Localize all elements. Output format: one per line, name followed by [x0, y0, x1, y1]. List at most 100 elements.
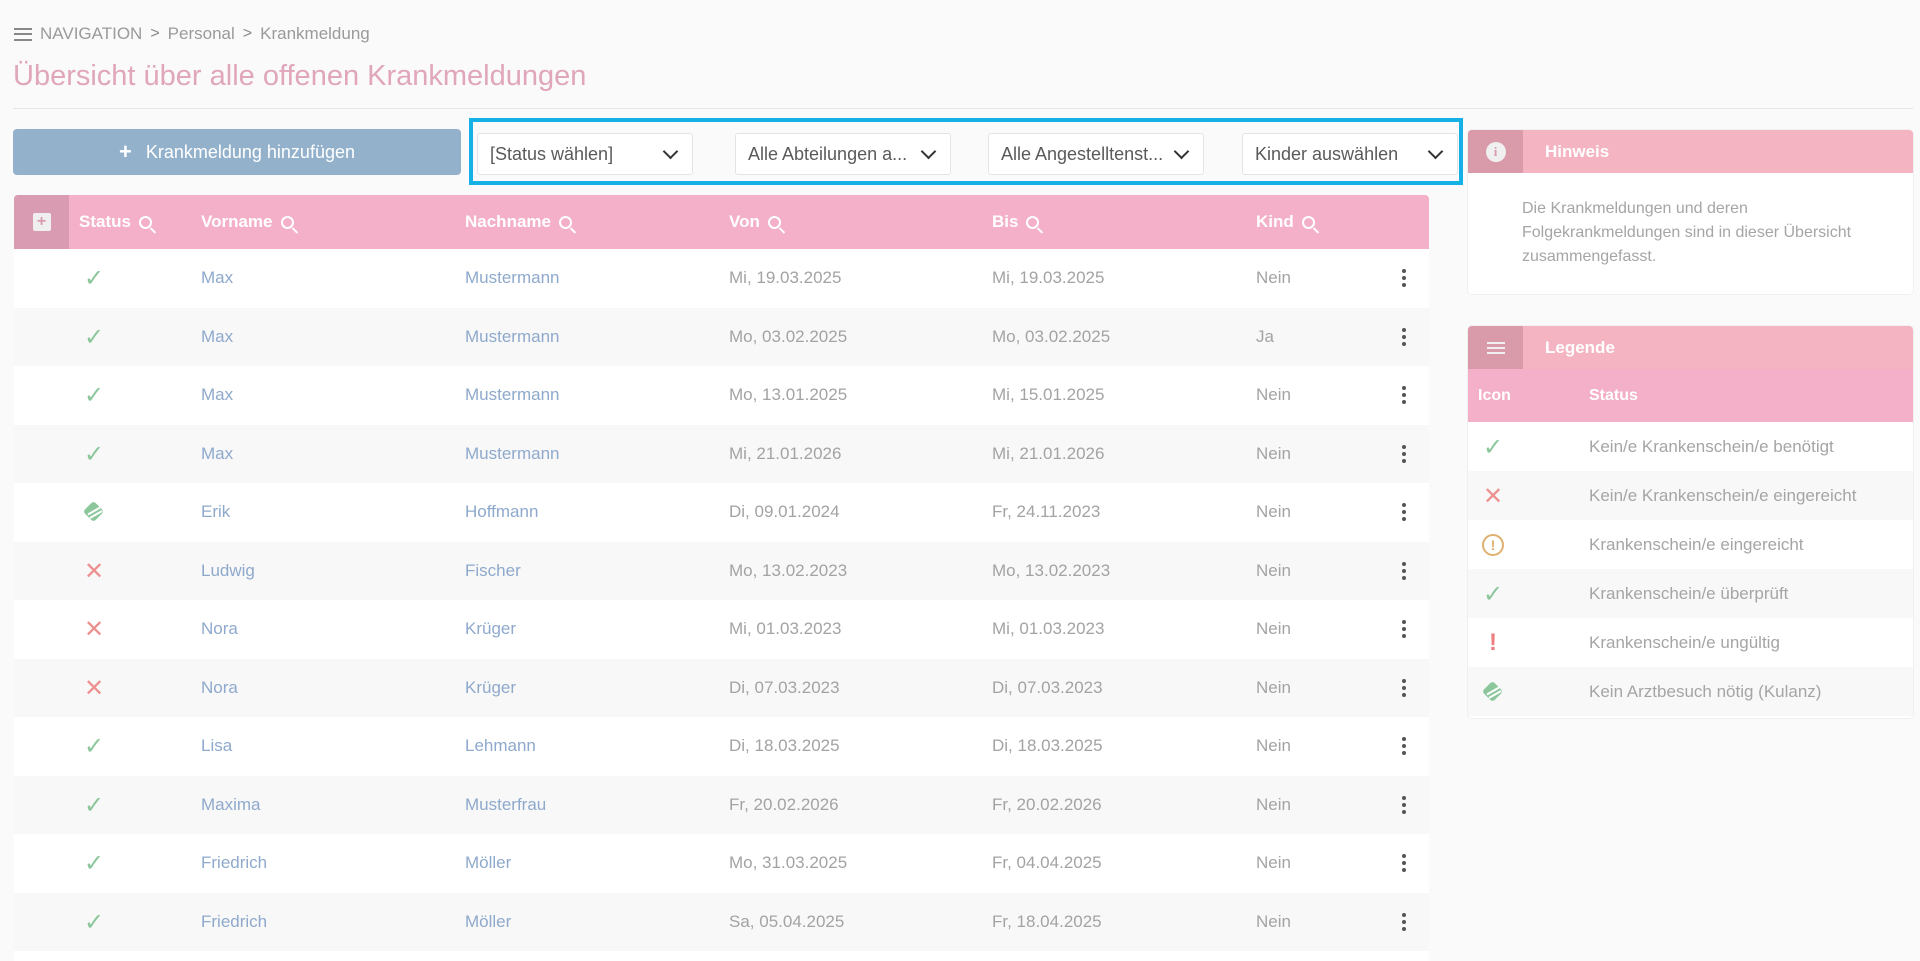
- search-icon[interactable]: [1026, 215, 1040, 229]
- row-vorname[interactable]: Lisa: [201, 736, 233, 755]
- table-row[interactable]: ✓ Friedrich Möller Sa, 05.04.2025 Fr, 18.04.…: [14, 892, 1429, 951]
- row-status: ✓: [79, 776, 109, 834]
- search-icon[interactable]: [1301, 215, 1315, 229]
- row-kind: Nein: [1256, 736, 1291, 755]
- table-row[interactable]: ✓ Max Mustermann Mi, 19.03.2025 Mi, 19.03.20…: [14, 249, 1429, 307]
- row-vorname[interactable]: Maxima: [201, 794, 261, 814]
- row-kind: Nein: [1256, 443, 1291, 463]
- table-row[interactable]: ✓ Lisa Lehmann Di, 18.03.2025 Di, 18.03.2025…: [14, 717, 1429, 775]
- row-nachname[interactable]: Fischer: [465, 560, 521, 580]
- search-icon[interactable]: [138, 215, 152, 229]
- close-icon: ✕: [83, 673, 105, 702]
- row-vorname[interactable]: Max: [201, 443, 234, 463]
- add-sick-note-button[interactable]: + Krankmeldung hinzufügen: [13, 129, 461, 175]
- row-vorname[interactable]: Friedrich: [201, 911, 268, 931]
- row-menu-button[interactable]: [1394, 249, 1414, 307]
- row-vorname[interactable]: Friedrich: [201, 853, 268, 872]
- row-vorname[interactable]: Erik: [201, 502, 231, 521]
- column-header-nachname[interactable]: Nachname: [465, 195, 572, 249]
- department-filter-value: Alle Abteilungen a...: [748, 143, 908, 164]
- row-nachname[interactable]: Mustermann: [465, 443, 560, 463]
- legend-row-label: Krankenschein/e eingereicht: [1589, 534, 1804, 554]
- table-row[interactable]: ✓ Max Mustermann Mo, 03.02.2025 Mo, 03.02.20…: [14, 307, 1429, 366]
- table-row[interactable]: ✓ Friedrich Möller Mo, 31.03.2025 Fr, 04.04.…: [14, 834, 1429, 892]
- row-von: Di, 18.03.2025: [729, 736, 840, 755]
- column-header-bis[interactable]: Bis: [992, 195, 1040, 249]
- status-filter-select[interactable]: [Status wählen]: [477, 133, 693, 175]
- legend-panel-title: Legende: [1545, 337, 1615, 357]
- row-menu-button[interactable]: [1394, 776, 1414, 834]
- row-menu-button[interactable]: [1394, 717, 1414, 775]
- row-menu-button[interactable]: [1394, 659, 1414, 717]
- children-filter-value: Kinder auswählen: [1255, 143, 1399, 164]
- search-icon[interactable]: [767, 215, 781, 229]
- children-filter-select[interactable]: Kinder auswählen: [1242, 133, 1458, 175]
- row-von: Mi, 19.03.2025: [729, 268, 842, 287]
- row-von: Sa, 05.04.2025: [729, 911, 845, 931]
- row-menu-button[interactable]: [1394, 600, 1414, 658]
- row-vorname[interactable]: Nora: [201, 677, 238, 697]
- row-menu-button[interactable]: [1394, 308, 1414, 366]
- row-nachname[interactable]: Krüger: [465, 677, 517, 697]
- hint-panel-header: i Hinweis: [1468, 130, 1913, 173]
- column-header-kind-label: Kind: [1256, 212, 1294, 231]
- table-row[interactable]: ✕ Nora Krüger Di, 07.03.2023 Di, 07.03.2023 N…: [14, 658, 1429, 717]
- legend-col-status: Status: [1589, 386, 1638, 404]
- close-icon: ✕: [83, 615, 105, 643]
- row-menu-button[interactable]: [1394, 834, 1414, 892]
- row-vorname[interactable]: Max: [201, 326, 234, 346]
- table-row[interactable]: ✓ Maxima Musterfrau Fr, 20.02.2026 Fr, 20.02…: [14, 775, 1429, 834]
- column-header-kind[interactable]: Kind: [1256, 195, 1315, 249]
- row-vorname[interactable]: Nora: [201, 619, 238, 638]
- row-menu-button[interactable]: [1394, 366, 1414, 424]
- row-menu-button[interactable]: [1394, 893, 1414, 951]
- row-vorname[interactable]: Ludwig: [201, 560, 255, 580]
- column-header-status-label: Status: [79, 212, 131, 231]
- column-header-von[interactable]: Von: [729, 195, 781, 249]
- breadcrumb: NAVIGATION > Personal > Krankmeldung: [14, 24, 370, 44]
- legend-row-label: Kein Arztbesuch nötig (Kulanz): [1589, 681, 1822, 701]
- row-nachname[interactable]: Lehmann: [465, 736, 536, 755]
- search-icon[interactable]: [280, 215, 294, 229]
- legend-col-icon: Icon: [1478, 386, 1511, 404]
- breadcrumb-personal[interactable]: Personal: [167, 24, 235, 43]
- table-row[interactable]: ✓ Max Mustermann Mi, 21.01.2026 Mi, 21.01.20…: [14, 424, 1429, 483]
- breadcrumb-krankmeldung[interactable]: Krankmeldung: [260, 24, 370, 43]
- table-row[interactable]: ✕ Nora Krüger Mi, 01.03.2023 Mi, 01.03.2023 N…: [14, 600, 1429, 658]
- employee-status-filter-select[interactable]: Alle Angestelltenst...: [988, 133, 1204, 175]
- row-nachname[interactable]: Mustermann: [465, 268, 560, 287]
- row-vorname[interactable]: Max: [201, 385, 234, 404]
- row-menu-button[interactable]: [1394, 542, 1414, 600]
- more-vertical-icon: [1402, 737, 1406, 755]
- table-header: + Status Vorname Nachname Von Bis Kind: [14, 195, 1429, 249]
- warning-circle-icon: !: [1482, 533, 1504, 556]
- search-icon[interactable]: [558, 215, 572, 229]
- expand-all-button[interactable]: +: [14, 195, 69, 249]
- more-vertical-icon: [1402, 854, 1406, 872]
- breadcrumb-separator-icon: >: [242, 25, 253, 42]
- breadcrumb-navigation[interactable]: NAVIGATION: [40, 24, 143, 43]
- table-row[interactable]: Erik Hoffmann Di, 09.01.2024 Fr, 24.11.2023…: [14, 483, 1429, 541]
- hint-text: Die Krankmeldungen und deren Folgekrankm…: [1522, 200, 1852, 265]
- row-status: ✕: [79, 542, 109, 600]
- row-nachname[interactable]: Mustermann: [465, 385, 560, 404]
- row-von: Mo, 03.02.2025: [729, 326, 848, 346]
- table-row[interactable]: ✕ Ludwig Fischer Mo, 13.02.2023 Mo, 13.02.20…: [14, 541, 1429, 600]
- row-nachname[interactable]: Möller: [465, 853, 512, 872]
- column-header-status[interactable]: Status: [79, 195, 152, 249]
- row-nachname[interactable]: Musterfrau: [465, 794, 547, 814]
- department-filter-select[interactable]: Alle Abteilungen a...: [735, 133, 951, 175]
- row-nachname[interactable]: Hoffmann: [465, 502, 539, 521]
- row-nachname[interactable]: Krüger: [465, 619, 517, 638]
- row-nachname[interactable]: Möller: [465, 911, 512, 931]
- row-menu-button[interactable]: [1394, 425, 1414, 483]
- row-menu-button[interactable]: [1394, 483, 1414, 541]
- row-nachname[interactable]: Mustermann: [465, 326, 560, 346]
- table-row[interactable]: ✓ Max Mustermann Mo, 13.01.2025 Mi, 15.01.20…: [14, 366, 1429, 424]
- row-vorname[interactable]: Max: [201, 268, 234, 287]
- row-status: ✓: [79, 893, 109, 951]
- menu-icon[interactable]: [14, 27, 32, 41]
- column-header-vorname[interactable]: Vorname: [201, 195, 294, 249]
- legend-row-icon: !: [1480, 629, 1506, 657]
- row-bis: Mi, 15.01.2025: [992, 385, 1105, 404]
